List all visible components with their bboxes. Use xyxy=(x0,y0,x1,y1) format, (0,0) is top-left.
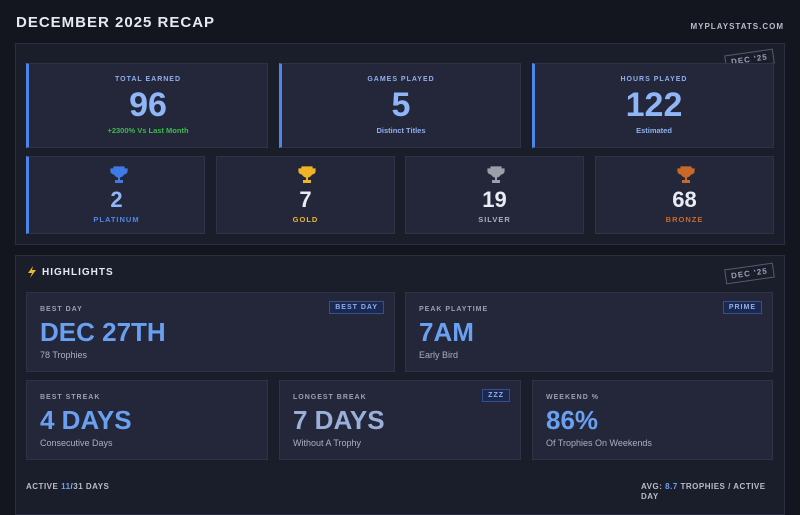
stat-note: +2300% Vs Last Month xyxy=(107,126,189,135)
stat-value: 122 xyxy=(625,86,683,124)
stat-value: 96 xyxy=(129,86,167,124)
trophy-count: 2 xyxy=(110,187,123,212)
trophy-count: 19 xyxy=(482,187,507,212)
trophy-count: 68 xyxy=(672,187,697,212)
highlight-label: BEST STREAK xyxy=(40,394,101,401)
stamp: DEC '25 xyxy=(724,262,775,285)
trophy-icon xyxy=(676,166,695,183)
trophy-label: GOLD xyxy=(292,215,319,224)
highlight-value: 86% xyxy=(546,405,599,435)
average: AVG: 8.7 TROPHIES / ACTIVE DAY xyxy=(641,482,781,502)
highlight-note: 78 Trophies xyxy=(40,350,88,360)
page: DECEMBER 2025 RECAP MYPLAYSTATS.COM DEC … xyxy=(15,14,785,515)
highlight-note: Of Trophies On Weekends xyxy=(546,438,652,448)
trophy-card: 2 PLATINUM xyxy=(26,156,205,234)
highlight-card: BEST DAY DEC 27TH 78 Trophies BEST DAY xyxy=(26,292,395,372)
trophy-icon xyxy=(486,166,505,183)
trophy-card: 19 SILVER xyxy=(405,156,584,234)
trophy-card: 68 BRONZE xyxy=(595,156,774,234)
highlight-card: PEAK PLAYTIME 7AM Early Bird PRIME xyxy=(405,292,773,372)
badge: ZZZ xyxy=(482,389,510,402)
highlight-label: WEEKEND % xyxy=(546,394,599,401)
trophy-card: 7 GOLD xyxy=(216,156,395,234)
stat-card: TOTAL EARNED 96 +2300% Vs Last Month xyxy=(26,63,268,148)
text: TROPHIES / ACTIVE DAY xyxy=(641,482,766,501)
bolt-icon xyxy=(28,266,36,278)
section-title: HIGHLIGHTS xyxy=(42,267,114,278)
stat-label: HOURS PLAYED xyxy=(620,76,688,83)
trophy-icon xyxy=(297,166,316,183)
highlight-value: 4 DAYS xyxy=(40,405,132,435)
page-title: DECEMBER 2025 RECAP xyxy=(16,14,216,31)
text: /31 DAYS xyxy=(70,482,110,491)
highlight-value: 7 DAYS xyxy=(293,405,385,435)
stat-label: GAMES PLAYED xyxy=(367,76,435,83)
stat-label: TOTAL EARNED xyxy=(114,76,182,83)
trophy-label: BRONZE xyxy=(665,215,704,224)
stat-card: GAMES PLAYED 5 Distinct Titles xyxy=(279,63,521,148)
highlight-label: PEAK PLAYTIME xyxy=(419,306,489,313)
trophy-count: 7 xyxy=(299,187,312,212)
stat-note: Estimated xyxy=(636,126,672,135)
trophy-label: PLATINUM xyxy=(93,215,140,224)
highlight-label: BEST DAY xyxy=(40,306,83,313)
stat-note: Distinct Titles xyxy=(376,126,426,135)
active-days: ACTIVE 11/31 DAYS xyxy=(26,482,109,491)
trophy-label: SILVER xyxy=(478,215,511,224)
highlight-value: 7AM xyxy=(419,317,474,347)
highlight-value: DEC 27TH xyxy=(40,317,166,347)
highlight-note: Consecutive Days xyxy=(40,438,113,448)
site-name: MYPLAYSTATS.COM xyxy=(690,22,784,31)
text: ACTIVE xyxy=(26,482,59,491)
value: 8.7 xyxy=(665,482,678,491)
highlight-label: LONGEST BREAK xyxy=(293,394,367,401)
highlight-note: Early Bird xyxy=(419,350,459,360)
stat-value: 5 xyxy=(391,86,411,124)
highlight-card: WEEKEND % 86% Of Trophies On Weekends xyxy=(532,380,773,460)
badge: BEST DAY xyxy=(329,301,384,314)
highlight-note: Without A Trophy xyxy=(293,438,362,448)
badge: PRIME xyxy=(722,301,762,314)
value: 11 xyxy=(61,482,71,491)
highlight-card: BEST STREAK 4 DAYS Consecutive Days xyxy=(26,380,268,460)
highlight-card: LONGEST BREAK 7 DAYS Without A Trophy ZZZ xyxy=(279,380,521,460)
text: AVG: xyxy=(641,482,663,491)
trophy-icon xyxy=(109,166,128,183)
stat-card: HOURS PLAYED 122 Estimated xyxy=(532,63,774,148)
